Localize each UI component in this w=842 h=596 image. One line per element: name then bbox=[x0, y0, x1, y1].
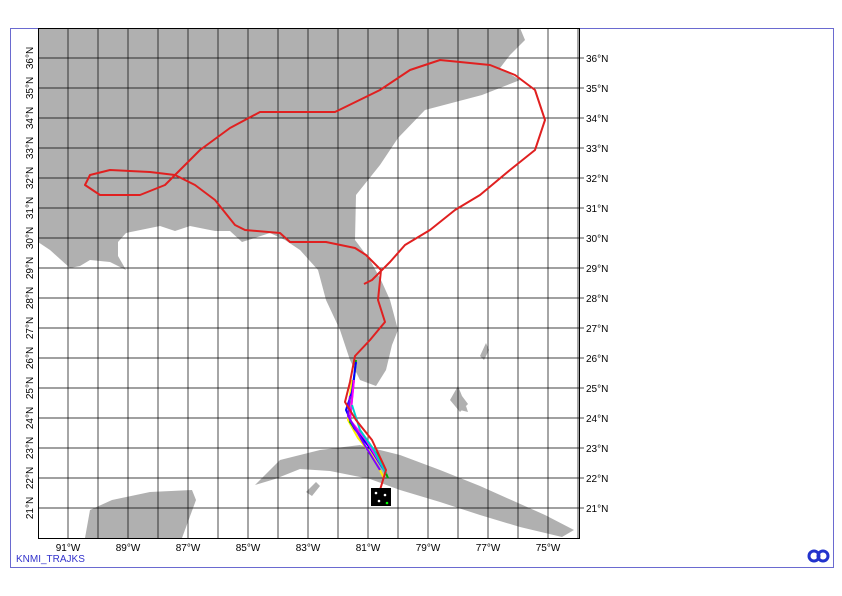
lon-label: 91°W bbox=[56, 543, 81, 554]
lon-label: 79°W bbox=[416, 543, 441, 554]
lat-label-left: 25°N bbox=[25, 377, 36, 399]
land bbox=[38, 28, 574, 538]
lat-label-left: 26°N bbox=[25, 347, 36, 369]
lat-label-left: 33°N bbox=[25, 137, 36, 159]
lat-label: 33°N bbox=[586, 144, 608, 155]
lon-label: 89°W bbox=[116, 543, 141, 554]
lat-label-left: 36°N bbox=[25, 47, 36, 69]
start-dot bbox=[377, 499, 381, 503]
lon-label: 87°W bbox=[176, 543, 201, 554]
trajectory bbox=[84, 59, 546, 491]
logo-ring bbox=[816, 549, 830, 563]
lat-label: 24°N bbox=[586, 414, 608, 425]
us-mainland bbox=[38, 28, 525, 386]
start-marker bbox=[371, 488, 391, 506]
bahamas bbox=[480, 343, 489, 360]
lat-label: 35°N bbox=[586, 84, 608, 95]
footer: KNMI_TRAJKS bbox=[16, 554, 85, 565]
lat-label: 30°N bbox=[586, 234, 608, 245]
lat-label: 25°N bbox=[586, 384, 608, 395]
lat-label: 29°N bbox=[586, 264, 608, 275]
lat-label: 22°N bbox=[586, 474, 608, 485]
logo bbox=[807, 549, 830, 563]
bahamas bbox=[450, 386, 468, 412]
lon-label: 75°W bbox=[536, 543, 561, 554]
lat-label-left: 27°N bbox=[25, 317, 36, 339]
lon-label: 77°W bbox=[476, 543, 501, 554]
trajectory bbox=[351, 404, 387, 475]
lat-label-left: 30°N bbox=[25, 227, 36, 249]
start-dot bbox=[385, 501, 389, 505]
lat-label: 36°N bbox=[586, 54, 608, 65]
yucatan bbox=[85, 490, 196, 538]
lat-label: 23°N bbox=[586, 444, 608, 455]
lat-label: 28°N bbox=[586, 294, 608, 305]
lat-label: 31°N bbox=[586, 204, 608, 215]
lat-label: 27°N bbox=[586, 324, 608, 335]
lat-label: 21°N bbox=[586, 504, 608, 515]
map-frame bbox=[38, 28, 580, 539]
lon-label: 81°W bbox=[356, 543, 381, 554]
lat-label: 26°N bbox=[586, 354, 608, 365]
bahamas bbox=[460, 406, 468, 412]
lat-label: 32°N bbox=[586, 174, 608, 185]
lat-label-left: 32°N bbox=[25, 167, 36, 189]
trajectories bbox=[84, 59, 546, 491]
lat-label-left: 24°N bbox=[25, 407, 36, 429]
island bbox=[306, 482, 320, 496]
lat-label-left: 31°N bbox=[25, 197, 36, 219]
lat-label-left: 34°N bbox=[25, 107, 36, 129]
lat-label-left: 29°N bbox=[25, 257, 36, 279]
lat-label-left: 23°N bbox=[25, 437, 36, 459]
lat-label-left: 35°N bbox=[25, 77, 36, 99]
lat-label-left: 28°N bbox=[25, 287, 36, 309]
trajectory bbox=[347, 395, 381, 471]
cuba bbox=[255, 445, 574, 537]
lat-label: 34°N bbox=[586, 114, 608, 125]
lon-label: 83°W bbox=[296, 543, 321, 554]
lat-label-left: 21°N bbox=[25, 497, 36, 519]
start-dot bbox=[383, 493, 387, 497]
lat-label-left: 22°N bbox=[25, 467, 36, 489]
lon-label: 85°W bbox=[236, 543, 261, 554]
start-dot bbox=[374, 491, 378, 495]
